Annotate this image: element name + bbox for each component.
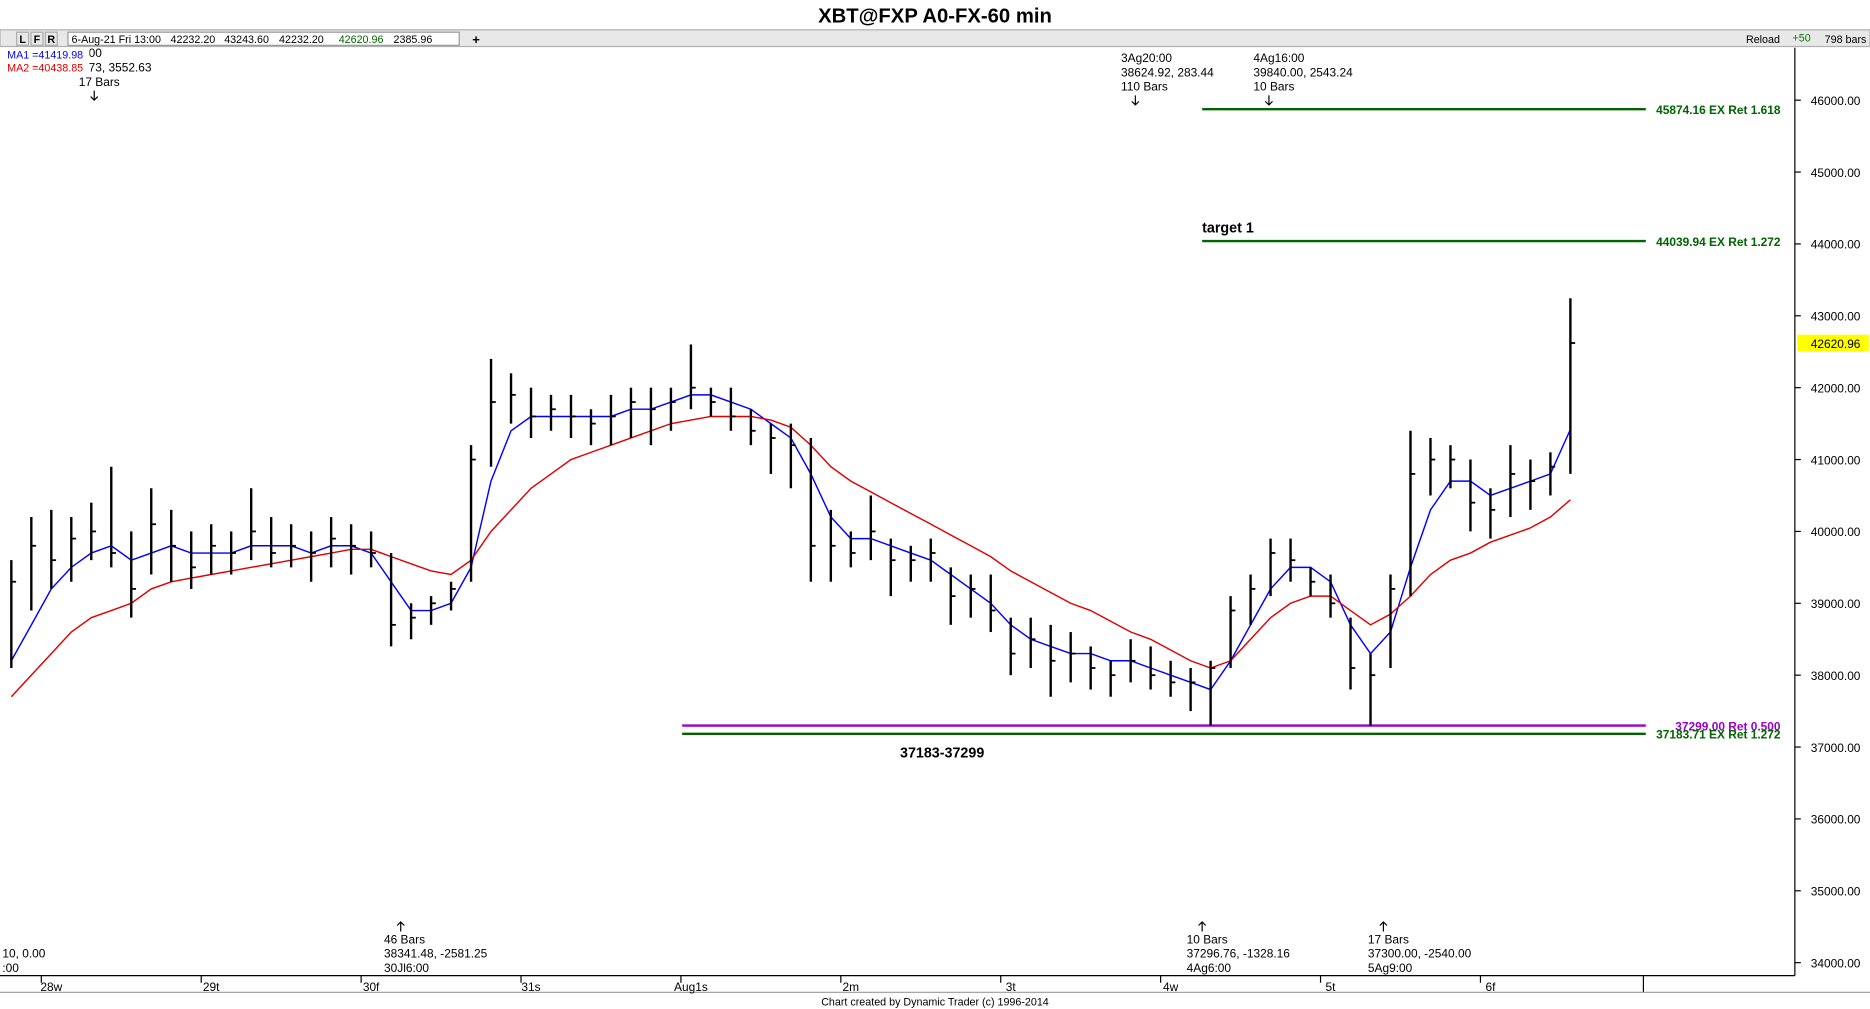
header-low: 42232.20 bbox=[279, 34, 324, 46]
y-tick-label: 43000.00 bbox=[1811, 310, 1861, 324]
swing-label: 37300.00, -2540.00 bbox=[1368, 947, 1472, 961]
swing-arrow bbox=[1131, 95, 1140, 106]
toolbar-button bbox=[44, 31, 58, 46]
swing-label: 38624.92, 283.44 bbox=[1121, 65, 1214, 79]
header-range: 2385.96 bbox=[394, 34, 433, 46]
x-tick-label: Aug1s bbox=[674, 980, 708, 994]
y-tick-label: 39000.00 bbox=[1811, 597, 1861, 611]
swing-arrow bbox=[1264, 95, 1273, 106]
swing-label: 17 Bars bbox=[79, 75, 120, 89]
reload-button[interactable]: Reload bbox=[1746, 34, 1780, 46]
step-button[interactable]: +50 bbox=[1792, 33, 1810, 45]
x-tick-label: 3t bbox=[1006, 980, 1017, 994]
x-tick-label: 31s bbox=[521, 980, 540, 994]
swing-arrow bbox=[1379, 921, 1388, 932]
swing-arrow bbox=[1198, 921, 1207, 932]
y-tick-label: 37000.00 bbox=[1811, 741, 1861, 755]
y-tick-label: 35000.00 bbox=[1811, 885, 1861, 899]
x-tick-label: 30f bbox=[363, 980, 380, 994]
plot: L F R 34000.00 35000.00 36000.00 37000.00 38000… bbox=[2, 31, 1869, 994]
x-tick-label: 4w bbox=[1163, 980, 1179, 994]
toolbar-button-label[interactable]: L bbox=[19, 34, 26, 46]
swing-arrow bbox=[396, 921, 405, 932]
price-tag-label: 42620.96 bbox=[1811, 337, 1861, 351]
legend-box bbox=[3, 47, 90, 77]
swing-label: :00 bbox=[2, 961, 19, 975]
toolbar-button-label[interactable]: F bbox=[34, 34, 41, 46]
swing-arrow bbox=[90, 90, 99, 102]
header-open: 42232.20 bbox=[171, 34, 216, 46]
swing-label: 3Ag20:00 bbox=[1121, 51, 1172, 65]
y-tick-label: 45000.00 bbox=[1811, 166, 1861, 180]
swing-label: 30Jl6:00 bbox=[384, 961, 429, 975]
y-tick-label: 42000.00 bbox=[1811, 381, 1861, 395]
bar-count: 798 bars bbox=[1825, 34, 1867, 46]
y-tick-label: 38000.00 bbox=[1811, 669, 1861, 683]
level-label: 44039.94 EX Ret 1.272 bbox=[1656, 235, 1781, 249]
swing-label: 5Ag9:00 bbox=[1368, 961, 1413, 975]
level-label: 37299.00 Ret 0.500 bbox=[1675, 719, 1781, 733]
toolbar-button bbox=[30, 31, 44, 46]
swing-label: 110 Bars bbox=[1121, 80, 1168, 94]
header-close: 42620.96 bbox=[339, 34, 384, 46]
x-tick-label: 28w bbox=[40, 980, 62, 994]
y-tick-label: 44000.00 bbox=[1811, 238, 1861, 252]
x-tick-label: 2m bbox=[843, 980, 860, 994]
swing-label: 46 Bars bbox=[384, 932, 425, 946]
x-tick-label: 6f bbox=[1485, 980, 1496, 994]
swing-label: 4Ag16:00 bbox=[1253, 51, 1304, 65]
legend-entry: MA2 =40438.85 bbox=[7, 63, 83, 75]
add-button[interactable]: + bbox=[472, 32, 480, 47]
y-tick-label: 40000.00 bbox=[1811, 525, 1861, 539]
swing-label: 10, 0.00 bbox=[2, 947, 45, 961]
footer: Chart created by Dynamic Trader (c) 1996… bbox=[821, 996, 1049, 1008]
annotation: 37183-37299 bbox=[900, 745, 984, 761]
y-tick-label: 34000.00 bbox=[1811, 956, 1861, 970]
swing-label: 17 Bars bbox=[1368, 932, 1409, 946]
legend-name: MA2 = bbox=[7, 63, 38, 75]
info-box bbox=[67, 31, 460, 46]
legend-name: MA1 = bbox=[7, 49, 38, 61]
level-label: 37183.71 EX Ret 1.272 bbox=[1656, 728, 1781, 742]
y-tick-label: 41000.00 bbox=[1811, 453, 1861, 467]
swing-label: 10 Bars bbox=[1187, 932, 1228, 946]
toolbar-button bbox=[16, 31, 30, 46]
toolbar bbox=[0, 29, 1870, 48]
x-tick-label: 29t bbox=[203, 980, 220, 994]
swing-label: 2.73, 3552.63 bbox=[79, 61, 152, 75]
swing-label: 39840.00, 2543.24 bbox=[1253, 65, 1353, 79]
y-tick-label: 36000.00 bbox=[1811, 813, 1861, 827]
legend-value: 41419.98 bbox=[38, 49, 83, 61]
annotation: target 1 bbox=[1202, 221, 1254, 237]
chart-title: XBT@FXP A0-FX-60 min bbox=[818, 6, 1052, 28]
toolbar-button-label[interactable]: R bbox=[47, 34, 55, 46]
header-high: 43243.60 bbox=[224, 34, 269, 46]
y-tick-label: 46000.00 bbox=[1811, 94, 1861, 108]
swing-label: 38341.48, -2581.25 bbox=[384, 947, 488, 961]
swing-label: 37296.76, -1328.16 bbox=[1187, 947, 1291, 961]
legend-entry: MA1 =41419.98 bbox=[7, 49, 83, 61]
header-date: 6-Aug-21 Fri 13:00 bbox=[72, 34, 161, 46]
price-tag bbox=[1797, 334, 1869, 352]
swing-label: 10 Bars bbox=[1253, 80, 1294, 94]
swing-label: 4Ag6:00 bbox=[1187, 961, 1232, 975]
level-label: 45874.16 EX Ret 1.618 bbox=[1656, 103, 1781, 117]
legend-value: 40438.85 bbox=[38, 63, 83, 75]
x-tick-label: 5t bbox=[1326, 980, 1337, 994]
